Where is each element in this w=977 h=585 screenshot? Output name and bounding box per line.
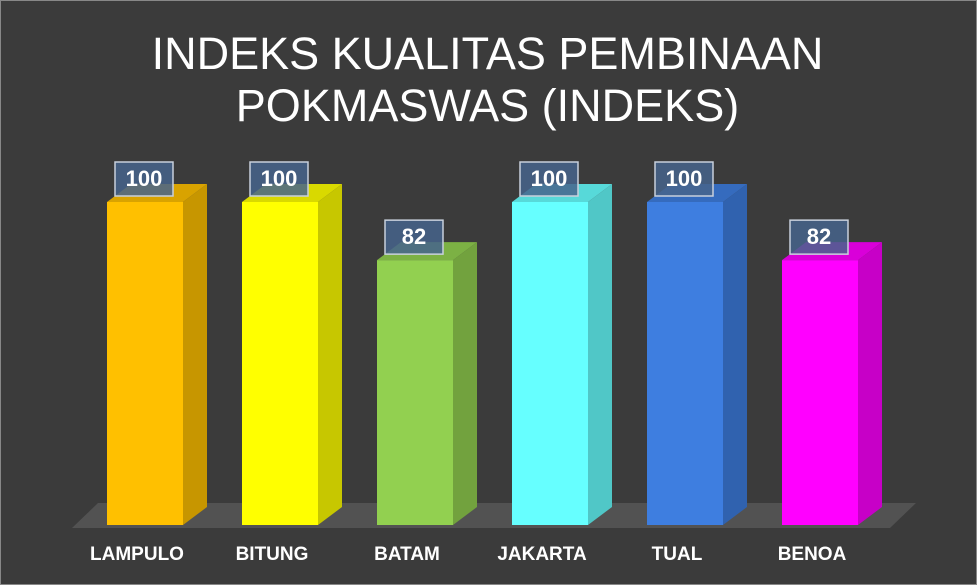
bar-side <box>318 184 342 525</box>
data-label: 100 <box>261 166 298 191</box>
data-label: 82 <box>807 224 831 249</box>
data-label-box <box>654 161 714 197</box>
bar <box>242 202 318 525</box>
x-tick-label: BITUNG <box>236 544 309 565</box>
bar <box>782 260 858 525</box>
bar <box>647 202 723 525</box>
data-label-box <box>519 161 579 197</box>
bar-side <box>183 184 207 525</box>
x-tick-label: TUAL <box>652 544 703 565</box>
x-tick-label: BENOA <box>778 544 847 565</box>
data-label: 100 <box>531 166 568 191</box>
x-tick-label: LAMPULO <box>90 544 184 565</box>
data-label-box <box>249 161 309 197</box>
data-label-box <box>384 219 444 255</box>
bar-side <box>858 242 882 525</box>
data-label-box <box>114 161 174 197</box>
data-label: 100 <box>126 166 163 191</box>
bar-side <box>588 184 612 525</box>
x-tick-label: JAKARTA <box>497 544 587 565</box>
chart-title: INDEKS KUALITAS PEMBINAAN POKMASWAS (IND… <box>151 28 824 131</box>
data-label: 82 <box>402 224 426 249</box>
data-label: 100 <box>666 166 703 191</box>
data-label-box <box>789 219 849 255</box>
x-tick-label: BATAM <box>374 544 440 565</box>
bar-side <box>723 184 747 525</box>
bar <box>107 202 183 525</box>
bar <box>377 260 453 525</box>
bar-side <box>453 242 477 525</box>
bar <box>512 202 588 525</box>
